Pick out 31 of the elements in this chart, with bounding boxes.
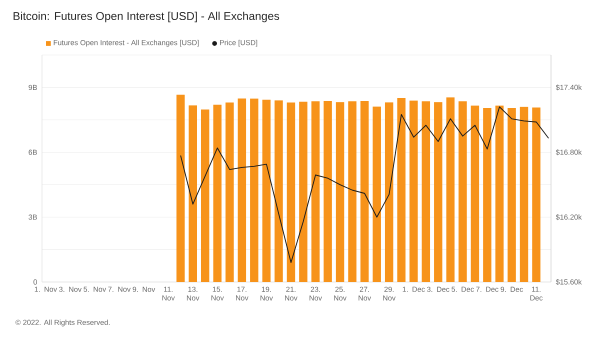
bar: [213, 104, 222, 282]
bar: [532, 108, 540, 282]
bar: [188, 105, 197, 282]
bar: [324, 101, 332, 282]
chart-title: Bitcoin: Futures Open Interest [USD] - All Exchanges: [14, 12, 280, 22]
bar: [470, 106, 480, 282]
bar: [226, 102, 234, 282]
bar: [311, 101, 320, 282]
bar: [422, 101, 430, 282]
bar: [483, 108, 492, 282]
bar: [458, 101, 467, 282]
bar: [384, 102, 394, 282]
bar: [372, 106, 381, 282]
bar: [495, 106, 504, 282]
bar: [434, 102, 442, 282]
bar: [446, 97, 455, 282]
bar: [397, 98, 406, 282]
bar: [176, 94, 185, 282]
bar: [274, 100, 283, 282]
bar: [348, 101, 356, 282]
bar: [200, 109, 210, 282]
bar: [250, 98, 258, 282]
bar: [336, 102, 344, 282]
bar: [299, 102, 308, 282]
bar: [410, 100, 418, 282]
bar: [508, 108, 516, 282]
bar: [520, 106, 528, 282]
bar: [360, 101, 369, 282]
bar: [286, 102, 296, 282]
bar: [262, 100, 271, 282]
bar: [238, 98, 246, 282]
